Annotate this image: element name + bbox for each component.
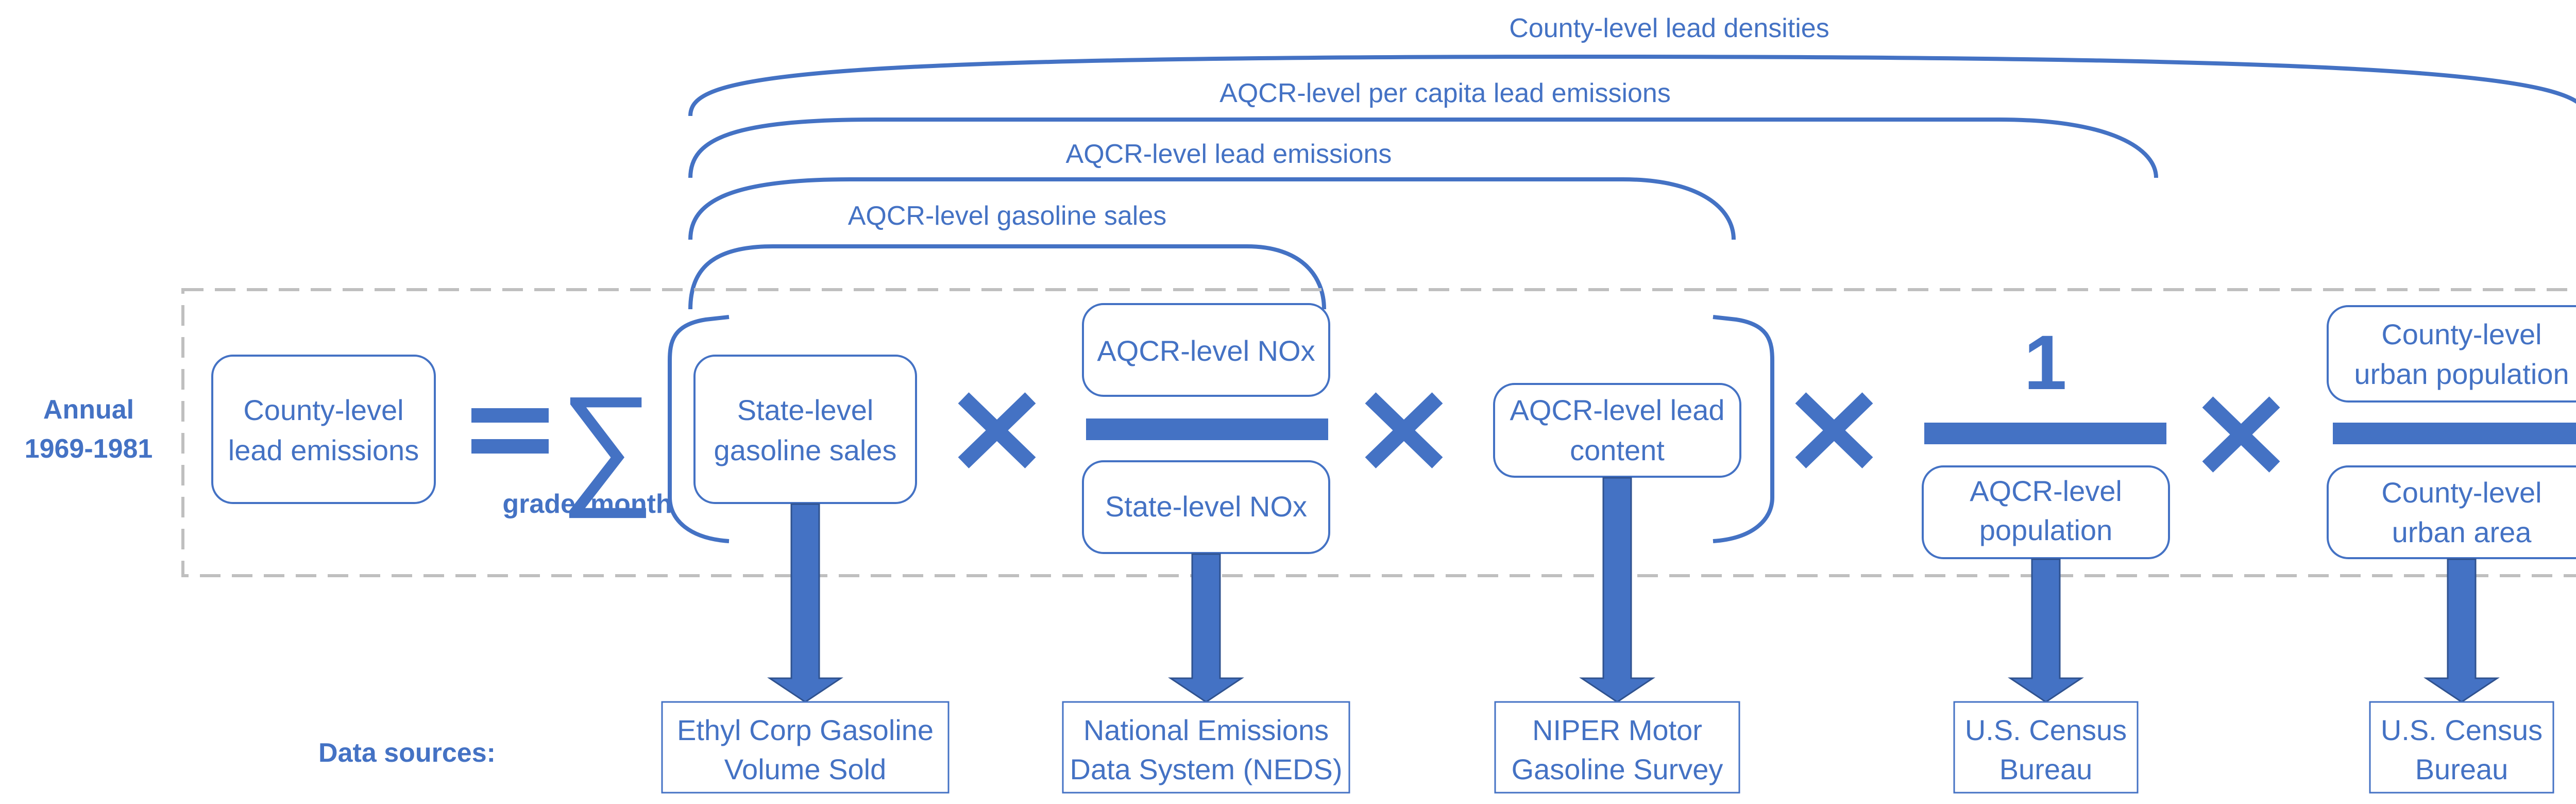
brace-county-densities bbox=[688, 54, 2576, 116]
text-state-gasoline-1: State-level bbox=[737, 394, 874, 426]
source-ethyl-line1: Ethyl Corp Gasoline bbox=[677, 714, 934, 746]
text-state-gasoline-2: gasoline sales bbox=[714, 434, 897, 466]
population-fraction-bar bbox=[1924, 423, 2166, 444]
text-aqcr-population-1: AQCR-level bbox=[1970, 475, 2122, 507]
brace-aqcr-per-capita bbox=[688, 118, 2158, 178]
text-county-urban-area-2: urban area bbox=[2392, 516, 2532, 548]
source-census-2-line2: Bureau bbox=[2415, 753, 2509, 785]
source-ethyl-box bbox=[661, 701, 950, 794]
arrow-ethyl bbox=[767, 503, 843, 703]
box-aqcr-lead-content bbox=[1493, 383, 1741, 478]
multiply-sign-3 bbox=[1795, 392, 1873, 468]
arrow-census-1 bbox=[2008, 558, 2084, 703]
box-aqcr-population bbox=[1922, 465, 2170, 559]
text-aqcr-population-2: population bbox=[1979, 514, 2112, 546]
text-aqcr-lead-content-1: AQCR-level lead bbox=[1510, 394, 1724, 426]
text-county-urban-pop-1: County-level bbox=[2381, 318, 2541, 350]
multiply-sign-2 bbox=[1365, 392, 1443, 468]
source-census-1-box bbox=[1953, 701, 2139, 794]
box-county-urban-area bbox=[2327, 465, 2576, 559]
left-bracket bbox=[668, 315, 730, 543]
label-aqcr-per-capita: AQCR-level per capita lead emissions bbox=[1219, 78, 1671, 108]
arrow-census-2 bbox=[2424, 558, 2500, 703]
label-aqcr-gasoline: AQCR-level gasoline sales bbox=[848, 201, 1167, 231]
text-state-nox: State-level NOx bbox=[1105, 490, 1307, 523]
source-census-2-line1: U.S. Census bbox=[2381, 714, 2543, 746]
text-county-urban-area-1: County-level bbox=[2381, 476, 2541, 509]
period-label-annual: Annual bbox=[43, 395, 134, 425]
source-census-1-line1: U.S. Census bbox=[1965, 714, 2127, 746]
text-county-lead-emissions-2: lead emissions bbox=[228, 434, 419, 466]
brace-aqcr-emissions bbox=[688, 177, 1736, 240]
text-aqcr-nox: AQCR-level NOx bbox=[1097, 334, 1315, 367]
urban-fraction-bar bbox=[2333, 423, 2576, 444]
right-bracket bbox=[1713, 315, 1774, 543]
source-niper-line1: NIPER Motor bbox=[1532, 714, 1702, 746]
equals-sign-top bbox=[471, 408, 549, 423]
label-aqcr-emissions: AQCR-level lead emissions bbox=[1066, 139, 1392, 169]
multiply-sign-4 bbox=[2202, 396, 2280, 473]
box-county-urban-population bbox=[2327, 305, 2576, 403]
box-county-lead-emissions bbox=[211, 355, 436, 504]
box-aqcr-nox bbox=[1082, 303, 1330, 397]
arrow-neds bbox=[1168, 553, 1244, 703]
source-niper-line2: Gasoline Survey bbox=[1512, 753, 1723, 785]
multiply-sign-1 bbox=[958, 392, 1036, 468]
equals-sign-bottom bbox=[471, 439, 549, 454]
source-census-1-line2: Bureau bbox=[1999, 753, 2093, 785]
nox-fraction-bar bbox=[1086, 418, 1328, 440]
text-county-lead-emissions-1: County-level bbox=[243, 394, 403, 426]
text-aqcr-lead-content-2: content bbox=[1570, 434, 1665, 466]
text-county-urban-pop-2: urban population bbox=[2354, 358, 2569, 390]
brace-aqcr-gasoline bbox=[688, 244, 1326, 310]
box-state-nox bbox=[1082, 460, 1330, 554]
data-sources-label: Data sources: bbox=[318, 738, 496, 768]
source-neds-line2: Data System (NEDS) bbox=[1070, 753, 1343, 785]
source-neds-box bbox=[1062, 701, 1350, 794]
numerator-one: 1 bbox=[2024, 319, 2066, 406]
source-niper-box bbox=[1494, 701, 1740, 794]
arrow-niper bbox=[1579, 477, 1655, 703]
source-ethyl-line2: Volume Sold bbox=[724, 753, 886, 785]
summation-symbol: ∑ bbox=[559, 369, 654, 519]
source-census-2-box bbox=[2369, 701, 2554, 794]
label-county-densities: County-level lead densities bbox=[1509, 13, 1829, 43]
equation-frame bbox=[181, 288, 2576, 577]
period-label-years: 1969-1981 bbox=[25, 434, 153, 464]
box-state-gasoline-sales bbox=[693, 355, 917, 504]
summation-subscript: grade, month bbox=[502, 489, 672, 519]
source-neds-line1: National Emissions bbox=[1083, 714, 1329, 746]
